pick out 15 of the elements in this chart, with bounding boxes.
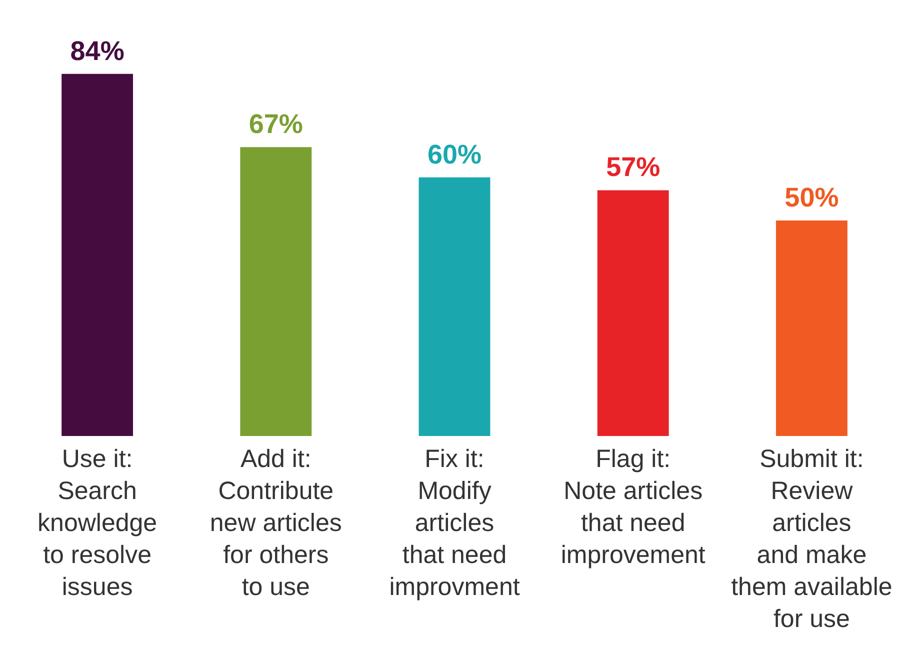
bar [776, 220, 848, 436]
bar [240, 147, 312, 436]
bar [418, 177, 490, 436]
bar [62, 74, 134, 436]
data-label: 57% [606, 152, 660, 182]
x-tick-label: Fix it: Modify articles that need improvment [389, 444, 520, 601]
data-label: 50% [784, 182, 839, 212]
x-tick-label: Flag it: Note articles that need improvement [560, 444, 706, 569]
data-label: 84% [70, 36, 124, 66]
x-tick-label: Submit it: Review articles and make them available for use [731, 444, 892, 633]
data-label: 60% [427, 139, 482, 170]
x-tick-label: Use it: Search knowledge to resolve issues [38, 444, 158, 601]
bar [597, 190, 669, 436]
data-label: 67% [248, 109, 303, 140]
x-tick-label: Add it: Contribute new articles for others to use [210, 444, 342, 601]
